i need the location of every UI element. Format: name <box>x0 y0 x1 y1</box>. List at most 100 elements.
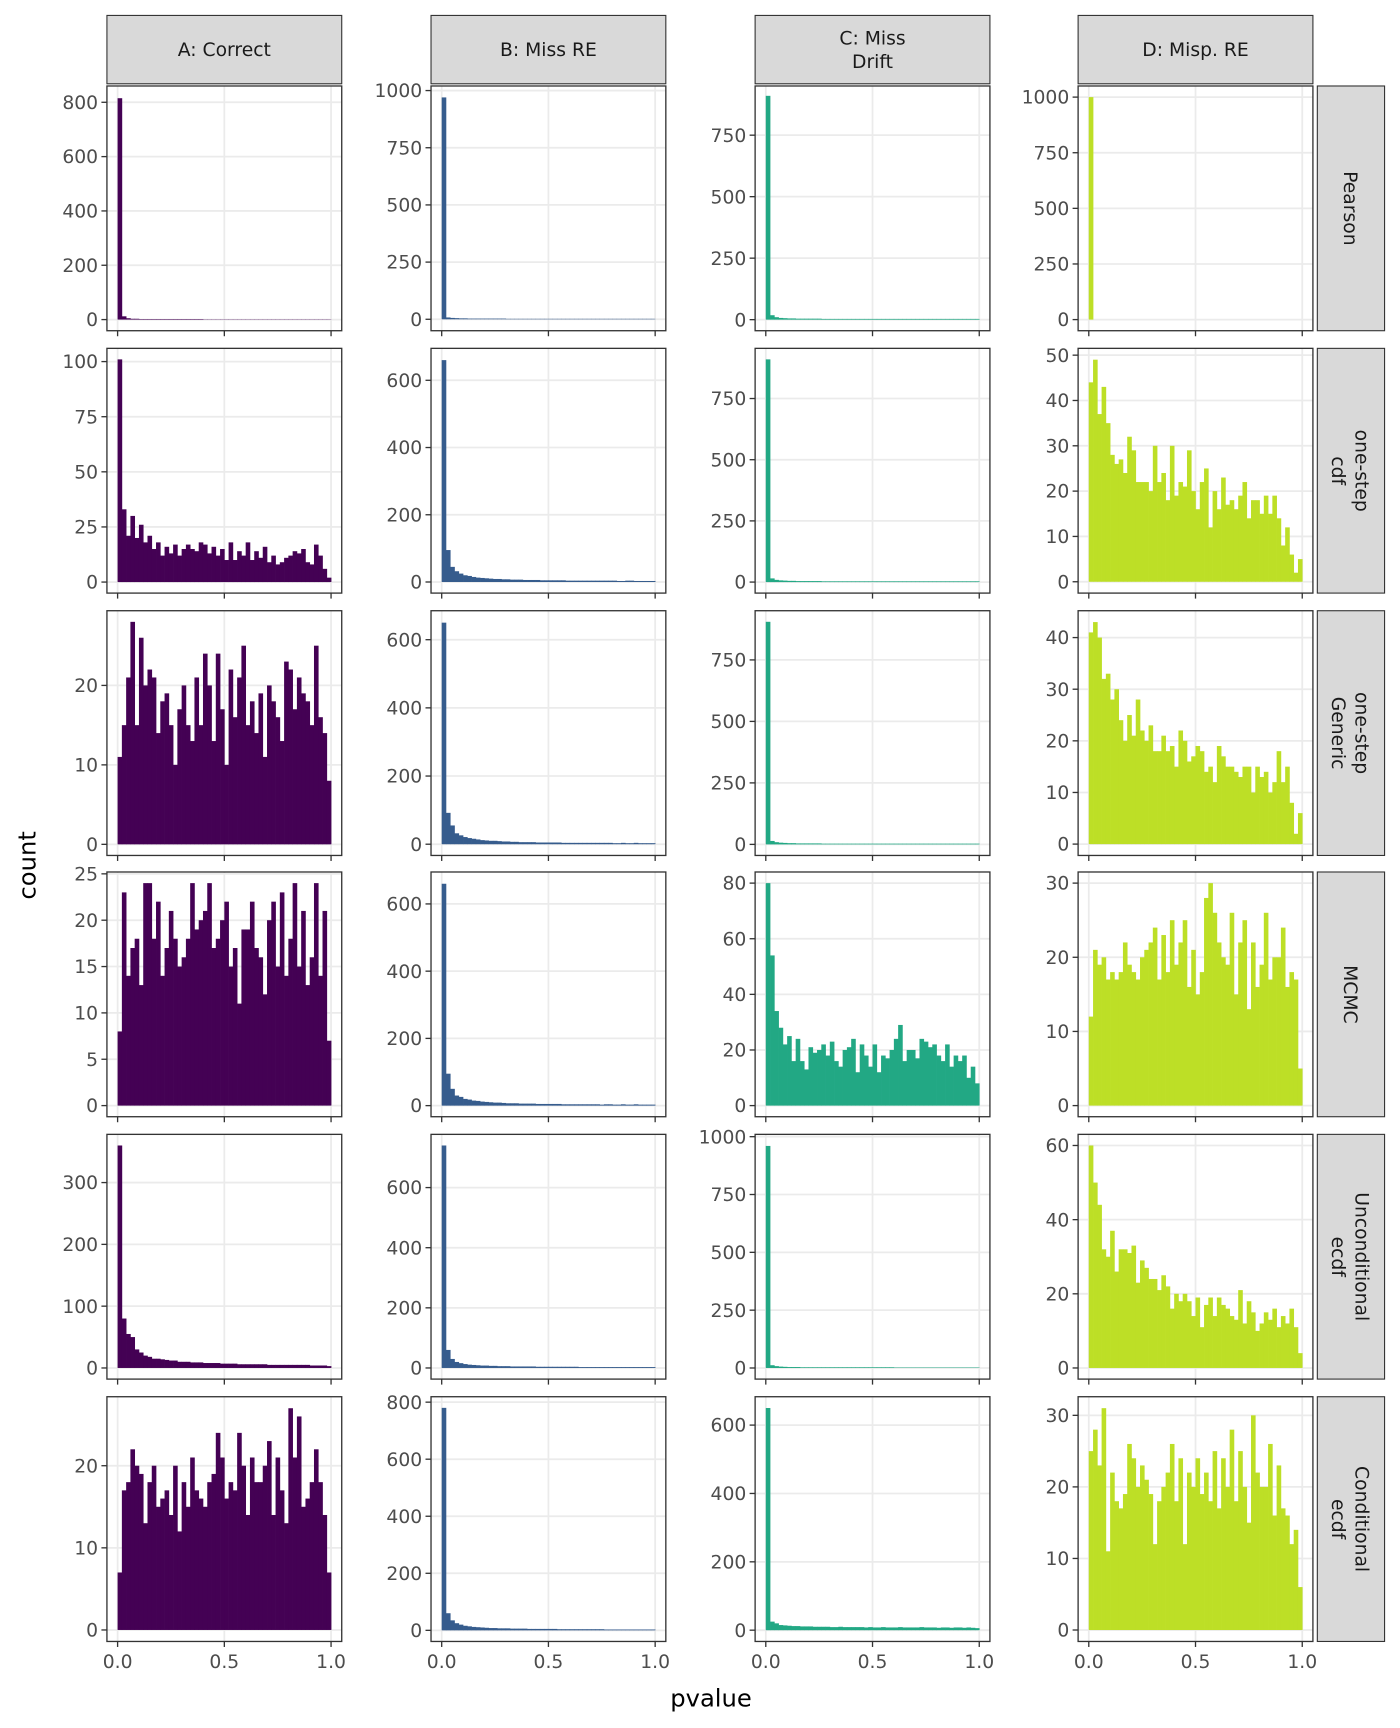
bar <box>1093 1182 1098 1368</box>
bar <box>194 677 200 845</box>
bar <box>1280 1316 1286 1368</box>
y-tick-label: 200 <box>386 1564 422 1585</box>
bar <box>1255 1472 1260 1631</box>
bar <box>326 1040 332 1106</box>
bar <box>949 1066 954 1106</box>
y-tick-label: 20 <box>1045 482 1069 503</box>
bar <box>599 580 605 582</box>
bar <box>480 318 485 320</box>
bar <box>232 1490 238 1630</box>
bar <box>859 1367 865 1368</box>
bar <box>608 1629 613 1631</box>
bar <box>463 837 468 845</box>
bar <box>322 1365 328 1368</box>
bar <box>876 1627 882 1631</box>
bar <box>177 709 182 845</box>
bar <box>621 580 626 582</box>
bar <box>928 843 933 845</box>
bar <box>586 1629 592 1631</box>
bar <box>1225 766 1230 845</box>
bar <box>945 318 950 320</box>
bar <box>561 1366 566 1368</box>
bar <box>1251 792 1256 845</box>
bar <box>1169 1443 1175 1631</box>
bar <box>173 1465 178 1630</box>
bar <box>591 1629 596 1631</box>
bar <box>915 1058 920 1106</box>
bar <box>522 842 528 845</box>
bar <box>855 1367 861 1368</box>
bar <box>535 579 541 582</box>
y-tick-label: 0 <box>410 1359 422 1380</box>
bar <box>1135 699 1141 845</box>
bar <box>126 535 131 583</box>
bar <box>301 910 306 1106</box>
bar <box>1118 1249 1124 1368</box>
bar <box>151 1358 157 1368</box>
bar <box>445 812 451 845</box>
bar <box>838 318 843 320</box>
bar <box>262 994 268 1106</box>
bar <box>603 1104 609 1106</box>
bar <box>625 1104 630 1106</box>
y-tick-label: 0 <box>410 310 422 331</box>
bar <box>497 1102 502 1106</box>
bar <box>612 1104 618 1106</box>
bar <box>1195 745 1201 845</box>
bar <box>1127 436 1132 582</box>
bar <box>928 318 933 320</box>
bar <box>966 1077 972 1106</box>
bar <box>893 843 899 845</box>
bar <box>492 840 498 845</box>
bar <box>279 892 285 1106</box>
row-label: one-stepcdf <box>1327 430 1371 512</box>
bar <box>595 1629 600 1631</box>
bar <box>919 581 925 583</box>
bar <box>510 579 515 582</box>
bar <box>846 1047 852 1106</box>
panel-border <box>754 610 991 857</box>
bar <box>795 1626 801 1631</box>
bar <box>1208 883 1213 1106</box>
bar <box>177 555 182 583</box>
bar <box>1204 1472 1209 1631</box>
bar <box>181 685 187 845</box>
bar <box>539 580 545 582</box>
bar <box>126 1482 131 1630</box>
bar <box>1221 957 1226 1106</box>
bar <box>608 1104 613 1106</box>
y-tick-label: 600 <box>386 1450 422 1471</box>
bar <box>475 577 481 582</box>
bar <box>1169 745 1175 845</box>
y-tick-label: 30 <box>1045 874 1069 895</box>
bar <box>271 1514 276 1630</box>
bar <box>898 318 903 320</box>
x-tick-label: 0.5 <box>209 1652 239 1673</box>
y-tick-label: 0 <box>1057 835 1069 856</box>
bar <box>889 1367 895 1368</box>
bar <box>296 677 302 845</box>
bar <box>1233 994 1239 1106</box>
bar <box>292 709 298 845</box>
bar <box>1199 482 1205 582</box>
bar <box>156 1506 161 1630</box>
bar <box>1140 1260 1145 1368</box>
bar <box>309 564 315 583</box>
bar <box>1280 1508 1286 1631</box>
bar <box>625 1629 630 1631</box>
bar <box>552 842 558 845</box>
bar <box>147 1356 153 1368</box>
bar <box>795 1367 801 1368</box>
bar <box>168 910 174 1106</box>
bar <box>471 1100 477 1106</box>
row-label: one-stepGeneric <box>1327 692 1371 774</box>
bar <box>454 1623 460 1631</box>
bar <box>309 1365 315 1368</box>
bar <box>224 764 229 845</box>
bar <box>1259 964 1265 1106</box>
panel-border <box>1077 85 1314 332</box>
bar <box>787 1036 792 1106</box>
bar <box>220 1363 225 1368</box>
bar <box>970 1066 976 1106</box>
bar <box>505 1103 511 1106</box>
